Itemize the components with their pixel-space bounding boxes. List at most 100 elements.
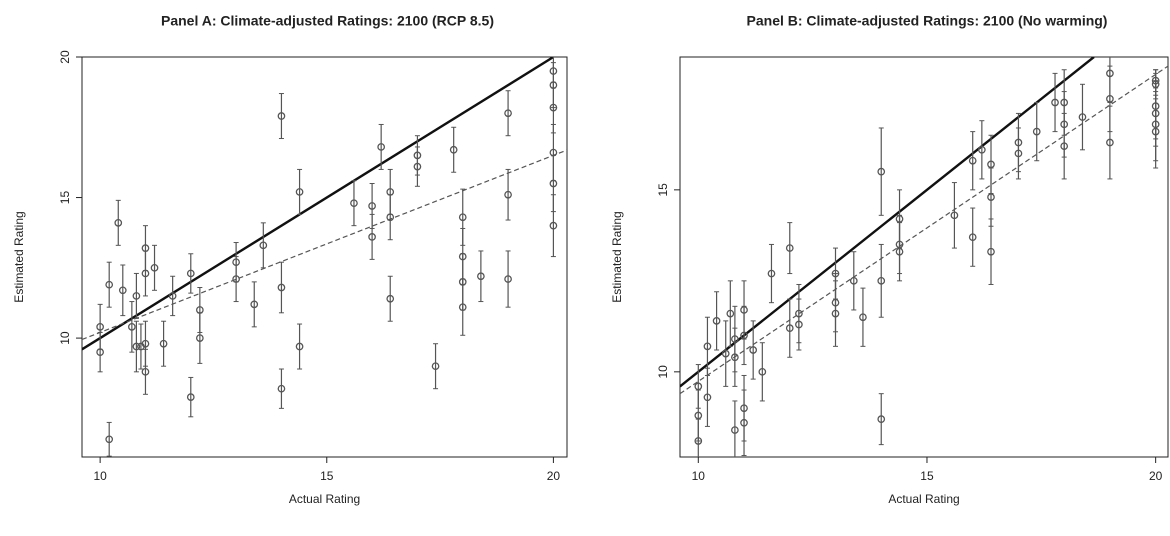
y-tick-label: 10: [656, 365, 670, 379]
y-axis-label: Estimated Rating: [610, 211, 624, 302]
point: [132, 292, 141, 300]
point: [504, 190, 512, 199]
y-tick-label: 10: [58, 331, 72, 345]
point: [141, 367, 150, 376]
point: [504, 109, 512, 118]
x-tick-label: 15: [320, 469, 334, 483]
point: [877, 415, 886, 423]
point: [368, 233, 376, 241]
point: [978, 145, 986, 154]
point: [740, 331, 748, 340]
point: [731, 426, 739, 434]
point: [105, 280, 114, 289]
point: [132, 342, 141, 351]
plot-frame: [81, 56, 568, 458]
point: [277, 283, 286, 292]
y-axis-label: Estimated Rating: [12, 211, 26, 302]
x-tick-label: 20: [547, 469, 561, 483]
point: [1151, 127, 1160, 136]
point: [477, 272, 485, 281]
point: [749, 346, 758, 354]
point: [950, 211, 959, 220]
point: [1106, 138, 1114, 147]
point: [250, 300, 259, 309]
x-tick-label: 20: [1149, 469, 1163, 483]
plot-area: [680, 57, 1168, 457]
point: [141, 269, 150, 278]
point: [186, 269, 195, 278]
point: [758, 367, 767, 376]
point: [168, 292, 177, 300]
point: [449, 145, 458, 154]
point: [987, 193, 995, 201]
plot-area: [82, 57, 567, 457]
point: [859, 313, 867, 322]
point: [1078, 113, 1087, 121]
point: [350, 199, 358, 208]
point: [731, 353, 739, 362]
point: [386, 294, 395, 303]
point: [549, 221, 558, 230]
point: [785, 244, 794, 252]
x-axis-label: Actual Rating: [888, 492, 959, 506]
panel-title: Panel B: Climate-adjusted Ratings: 2100 …: [747, 13, 1108, 29]
point: [877, 276, 886, 285]
point: [141, 339, 150, 348]
point: [549, 179, 558, 188]
plot-frame: [679, 56, 1169, 458]
point: [703, 393, 712, 402]
point: [159, 339, 168, 348]
reference-line: [680, 57, 1095, 388]
panel-title: Panel A: Climate-adjusted Ratings: 2100 …: [161, 13, 494, 29]
point: [785, 324, 794, 333]
point: [703, 342, 712, 351]
y-tick-label: 20: [58, 50, 72, 64]
point: [1032, 127, 1041, 136]
point: [726, 309, 735, 318]
point: [895, 247, 904, 256]
x-tick-label: 10: [93, 469, 107, 483]
point: [458, 213, 467, 222]
point: [740, 418, 748, 427]
point: [458, 303, 467, 312]
point: [186, 393, 195, 401]
point: [118, 286, 127, 295]
point: [968, 156, 977, 165]
point: [259, 241, 268, 250]
regression-line: [82, 149, 567, 341]
point: [96, 323, 104, 331]
point: [377, 143, 386, 151]
y-tick-label: 15: [58, 191, 72, 205]
point: [413, 162, 422, 171]
point: [295, 188, 304, 196]
point: [232, 275, 240, 283]
x-tick-label: 15: [920, 469, 934, 483]
point: [128, 323, 136, 331]
point: [987, 247, 995, 256]
point: [549, 103, 558, 112]
point: [368, 202, 376, 210]
point: [431, 362, 440, 371]
x-axis-label: Actual Rating: [289, 492, 360, 506]
point: [196, 334, 204, 342]
x-tick-label: 10: [692, 469, 706, 483]
point: [849, 276, 858, 285]
point: [712, 317, 721, 325]
point: [504, 275, 512, 283]
reference-line: [82, 57, 555, 351]
point: [114, 218, 123, 227]
point: [1106, 95, 1114, 103]
point: [968, 233, 977, 242]
point: [277, 384, 286, 393]
point: [767, 269, 776, 278]
regression-line: [680, 65, 1168, 395]
point: [831, 309, 840, 318]
point: [295, 342, 304, 351]
y-tick-label: 15: [656, 183, 670, 197]
point: [1051, 98, 1059, 107]
point: [277, 112, 286, 120]
point: [386, 213, 395, 222]
point: [1014, 149, 1023, 158]
point: [105, 435, 114, 444]
